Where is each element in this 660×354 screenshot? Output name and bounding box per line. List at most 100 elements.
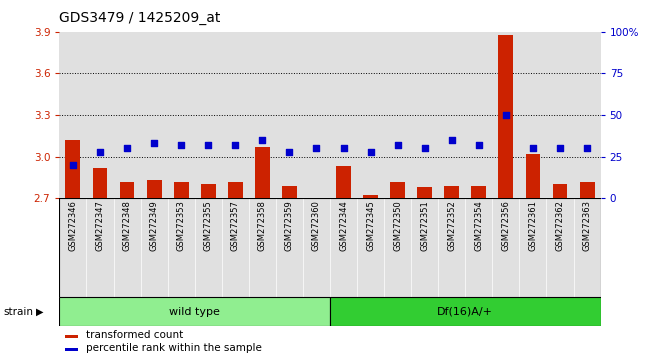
- Point: [528, 145, 539, 151]
- Bar: [357, 32, 384, 198]
- Point: [501, 112, 512, 118]
- Bar: [492, 198, 519, 297]
- Point: [230, 142, 241, 148]
- Point: [554, 145, 565, 151]
- Point: [366, 149, 376, 154]
- Text: GSM272354: GSM272354: [475, 200, 483, 251]
- Bar: [195, 198, 222, 297]
- Bar: [519, 32, 546, 198]
- Bar: [546, 198, 574, 297]
- Text: GSM272347: GSM272347: [96, 200, 104, 251]
- Bar: [255, 147, 270, 198]
- Bar: [330, 198, 357, 297]
- Text: ▶: ▶: [36, 307, 44, 316]
- Text: GSM272348: GSM272348: [123, 200, 131, 251]
- Text: GSM272344: GSM272344: [339, 200, 348, 251]
- Bar: [228, 182, 243, 198]
- Bar: [65, 335, 79, 338]
- Bar: [114, 32, 141, 198]
- Point: [121, 145, 132, 151]
- Bar: [86, 198, 114, 297]
- Text: GDS3479 / 1425209_at: GDS3479 / 1425209_at: [59, 11, 221, 25]
- Bar: [363, 195, 378, 198]
- Bar: [574, 198, 601, 297]
- Bar: [276, 32, 303, 198]
- Bar: [411, 198, 438, 297]
- Bar: [222, 32, 249, 198]
- Text: GSM272361: GSM272361: [529, 200, 537, 251]
- Bar: [195, 32, 222, 198]
- Bar: [579, 182, 595, 198]
- Text: transformed count: transformed count: [86, 330, 183, 340]
- Bar: [384, 32, 411, 198]
- Point: [284, 149, 295, 154]
- FancyBboxPatch shape: [330, 297, 601, 326]
- Bar: [498, 35, 513, 198]
- Bar: [417, 187, 432, 198]
- Bar: [357, 198, 384, 297]
- Bar: [92, 168, 108, 198]
- Point: [420, 145, 430, 151]
- Point: [392, 142, 403, 148]
- Bar: [438, 198, 465, 297]
- Text: GSM272349: GSM272349: [150, 200, 158, 251]
- Text: GSM272362: GSM272362: [556, 200, 564, 251]
- Bar: [546, 32, 574, 198]
- Bar: [465, 198, 492, 297]
- Bar: [86, 32, 114, 198]
- Bar: [276, 198, 303, 297]
- Bar: [438, 32, 465, 198]
- Point: [447, 137, 457, 143]
- Text: GSM272351: GSM272351: [420, 200, 429, 251]
- Bar: [336, 166, 351, 198]
- Point: [257, 137, 268, 143]
- Bar: [444, 186, 459, 198]
- Point: [68, 162, 79, 168]
- Bar: [222, 198, 249, 297]
- Text: GSM272346: GSM272346: [69, 200, 77, 251]
- Bar: [174, 182, 189, 198]
- Bar: [114, 198, 141, 297]
- Bar: [411, 32, 438, 198]
- Bar: [141, 32, 168, 198]
- Bar: [65, 348, 79, 351]
- Text: percentile rank within the sample: percentile rank within the sample: [86, 343, 262, 353]
- Bar: [168, 198, 195, 297]
- Text: GSM272360: GSM272360: [312, 200, 321, 251]
- Bar: [471, 186, 486, 198]
- Bar: [525, 154, 541, 198]
- Bar: [330, 32, 357, 198]
- Bar: [303, 32, 330, 198]
- Text: strain: strain: [3, 307, 33, 316]
- Bar: [65, 140, 81, 198]
- Bar: [384, 198, 411, 297]
- Point: [176, 142, 187, 148]
- Bar: [59, 32, 86, 198]
- Bar: [141, 198, 168, 297]
- Bar: [168, 32, 195, 198]
- Bar: [552, 184, 568, 198]
- Text: GSM272350: GSM272350: [393, 200, 402, 251]
- Point: [312, 145, 322, 151]
- Text: GSM272353: GSM272353: [177, 200, 185, 251]
- Point: [582, 145, 593, 151]
- Text: GSM272352: GSM272352: [447, 200, 456, 251]
- Bar: [303, 198, 330, 297]
- Text: GSM272355: GSM272355: [204, 200, 213, 251]
- Text: Df(16)A/+: Df(16)A/+: [438, 307, 493, 316]
- Text: GSM272356: GSM272356: [502, 200, 510, 251]
- Bar: [147, 180, 162, 198]
- Bar: [519, 198, 546, 297]
- Point: [339, 145, 349, 151]
- Bar: [59, 198, 86, 297]
- Bar: [574, 32, 601, 198]
- Text: GSM272345: GSM272345: [366, 200, 375, 251]
- Text: wild type: wild type: [169, 307, 220, 316]
- Point: [149, 141, 160, 146]
- Text: GSM272358: GSM272358: [258, 200, 267, 251]
- FancyBboxPatch shape: [59, 297, 330, 326]
- Point: [474, 142, 484, 148]
- Bar: [249, 198, 276, 297]
- Bar: [465, 32, 492, 198]
- Point: [203, 142, 214, 148]
